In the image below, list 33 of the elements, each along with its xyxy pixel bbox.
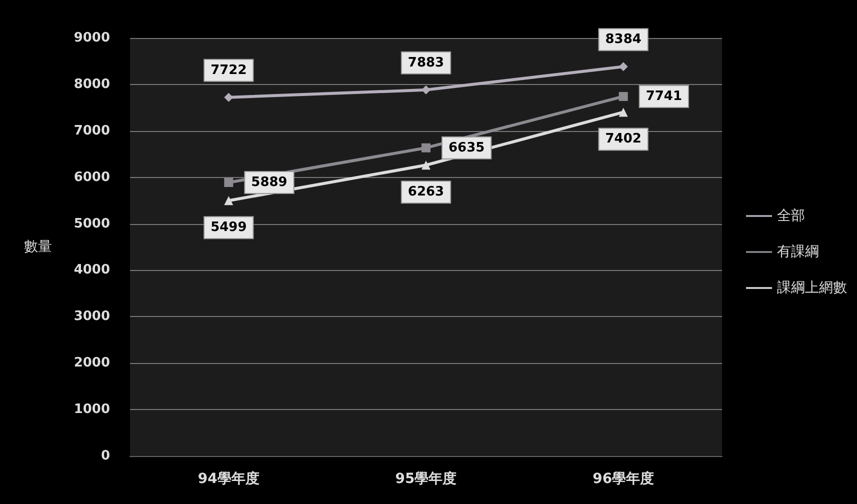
data-label: 7883 — [408, 55, 444, 70]
y-tick-label: 3000 — [74, 309, 110, 324]
data-label: 7741 — [646, 88, 682, 104]
y-tick-label: 6000 — [74, 170, 110, 185]
legend-label: 有課綱 — [777, 244, 819, 260]
point — [618, 92, 628, 101]
x-tick-label: 94學年度 — [198, 470, 260, 487]
y-tick-label: 2000 — [74, 356, 110, 371]
data-label: 6263 — [408, 184, 444, 200]
y-tick-label: 0 — [100, 448, 110, 464]
x-tick-label: 96學年度 — [592, 470, 654, 487]
data-label: 7722 — [210, 62, 247, 78]
data-label: 5499 — [210, 220, 247, 236]
point — [224, 196, 234, 206]
legend-label: 課綱上網數 — [777, 280, 847, 296]
data-label: 6635 — [448, 140, 485, 156]
x-tick-label: 95學年度 — [395, 470, 457, 487]
point — [618, 62, 628, 72]
point — [224, 178, 234, 187]
y-tick-label: 1000 — [74, 402, 110, 418]
legend-label: 全部 — [777, 208, 805, 224]
y-axis-title: 數量 — [24, 239, 52, 255]
y-tick-label: 9000 — [74, 30, 110, 46]
point — [422, 143, 430, 152]
data-label: 8384 — [605, 32, 642, 48]
data-label: 5889 — [251, 174, 288, 190]
y-tick-label: 7000 — [74, 123, 110, 138]
point — [422, 160, 430, 170]
point — [618, 108, 628, 117]
y-tick-label: 5000 — [74, 216, 110, 232]
y-tick-label: 4000 — [74, 262, 110, 278]
y-tick-label: 8000 — [74, 76, 110, 92]
data-label: 7402 — [605, 132, 642, 147]
